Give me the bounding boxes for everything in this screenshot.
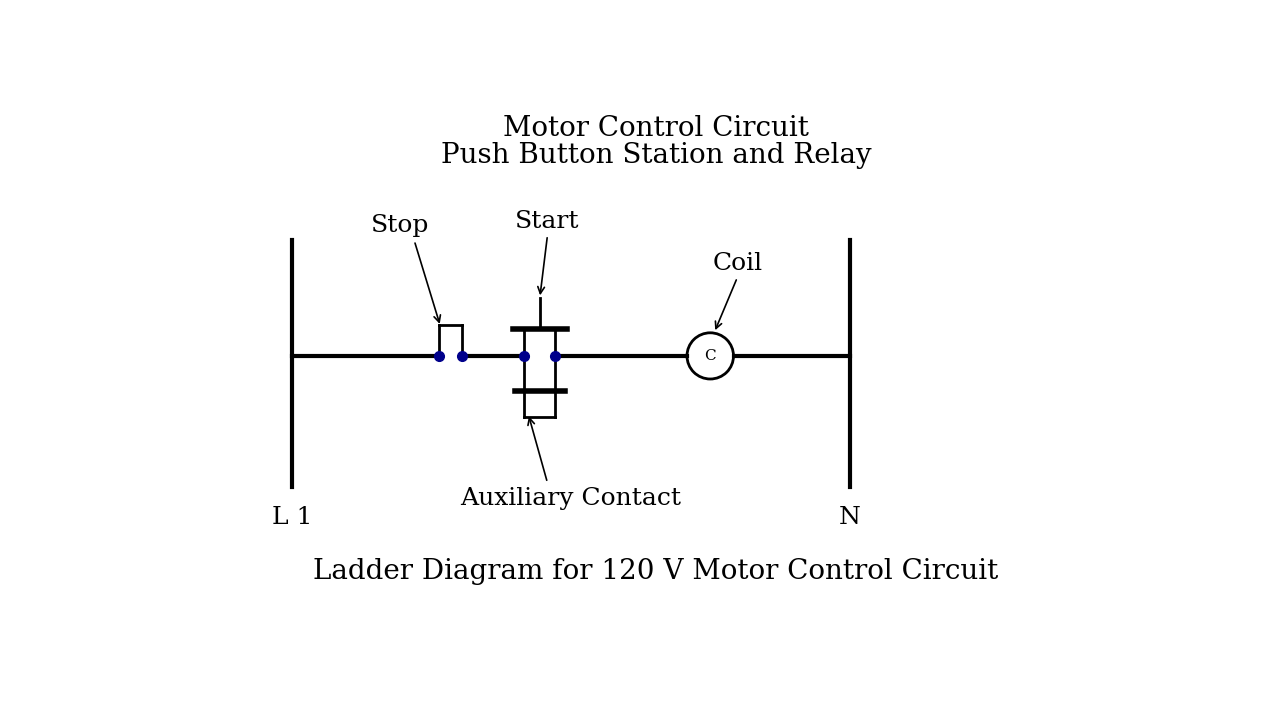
Text: Coil: Coil: [712, 252, 763, 275]
Text: C: C: [704, 349, 716, 363]
Text: Motor Control Circuit: Motor Control Circuit: [503, 115, 809, 143]
Text: Ladder Diagram for 120 V Motor Control Circuit: Ladder Diagram for 120 V Motor Control C…: [314, 558, 998, 585]
Text: N: N: [838, 506, 860, 529]
Text: L 1: L 1: [271, 506, 312, 529]
Text: Auxiliary Contact: Auxiliary Contact: [461, 487, 681, 510]
Text: Start: Start: [516, 210, 580, 233]
Text: Push Button Station and Relay: Push Button Station and Relay: [440, 142, 872, 169]
Text: Stop: Stop: [371, 214, 429, 237]
